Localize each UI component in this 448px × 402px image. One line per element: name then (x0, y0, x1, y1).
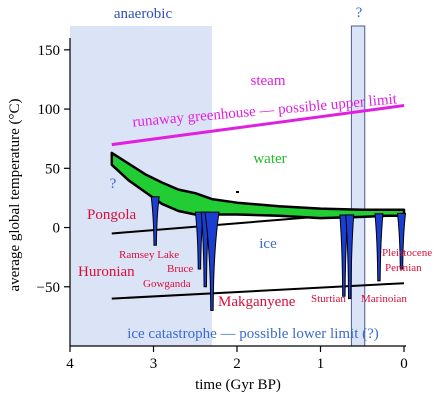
permian-label: Permian (385, 262, 422, 274)
x-tick-label-0: 4 (66, 356, 74, 372)
y-tick-label-0: −50 (37, 280, 60, 296)
huronian-label: Huronian (78, 264, 135, 280)
x-tick-label-4: 0 (400, 356, 408, 372)
shade-question-label: ? (356, 5, 363, 21)
glaciation-spike-marinoian-5 (345, 214, 355, 300)
x-tick-label-1: 3 (150, 356, 158, 372)
y-axis-label: average global temperature (°C) (7, 99, 23, 292)
ice-label: ice (259, 236, 277, 252)
lower-limit-label: ice catastrophe — possible lower limit (… (127, 326, 379, 342)
y-tick-label-3: 100 (38, 102, 61, 118)
axes (69, 38, 406, 347)
x-axis-label: time (Gyr BP) (195, 377, 281, 393)
y-tick-label-1: 0 (53, 221, 61, 237)
makganyene-label: Makganyene (218, 294, 296, 310)
glaciation-spike-pongola-0 (150, 196, 160, 246)
upper-limit-line (111, 104, 405, 147)
bruce-label: Bruce (167, 263, 193, 275)
x-tick-label-2: 2 (233, 356, 241, 372)
y-tick-label-4: 150 (38, 43, 61, 59)
gowganda-label: Gowganda (143, 278, 191, 290)
ticks: 4 3 2 1 0 −50 0 50 100 150 (37, 43, 408, 372)
lower-limit-line (111, 282, 405, 300)
glaciation-spike-pleistocene-7 (396, 212, 407, 270)
glaciation-spike-huronian-3 (204, 211, 220, 311)
small-mark (236, 191, 239, 193)
glaciation-spike-permian-6 (374, 213, 384, 282)
band-question-label: ? (110, 176, 117, 192)
shaded-regions (70, 25, 366, 347)
pongola-label: Pongola (87, 207, 137, 223)
ramsey-lake-label: Ramsey Lake (119, 249, 179, 261)
steam-label: steam (251, 73, 286, 89)
pleistocene-label: Pleistocene (382, 247, 432, 259)
x-tick-label-3: 1 (317, 356, 325, 372)
anaerobic-label: anaerobic (114, 6, 173, 22)
glaciation-spikes (150, 196, 407, 311)
marinoian-label: Marinoian (361, 293, 407, 305)
sturtian-label: Sturtian (311, 293, 346, 305)
water-label: water (253, 151, 286, 167)
y-tick-label-2: 50 (45, 161, 60, 177)
